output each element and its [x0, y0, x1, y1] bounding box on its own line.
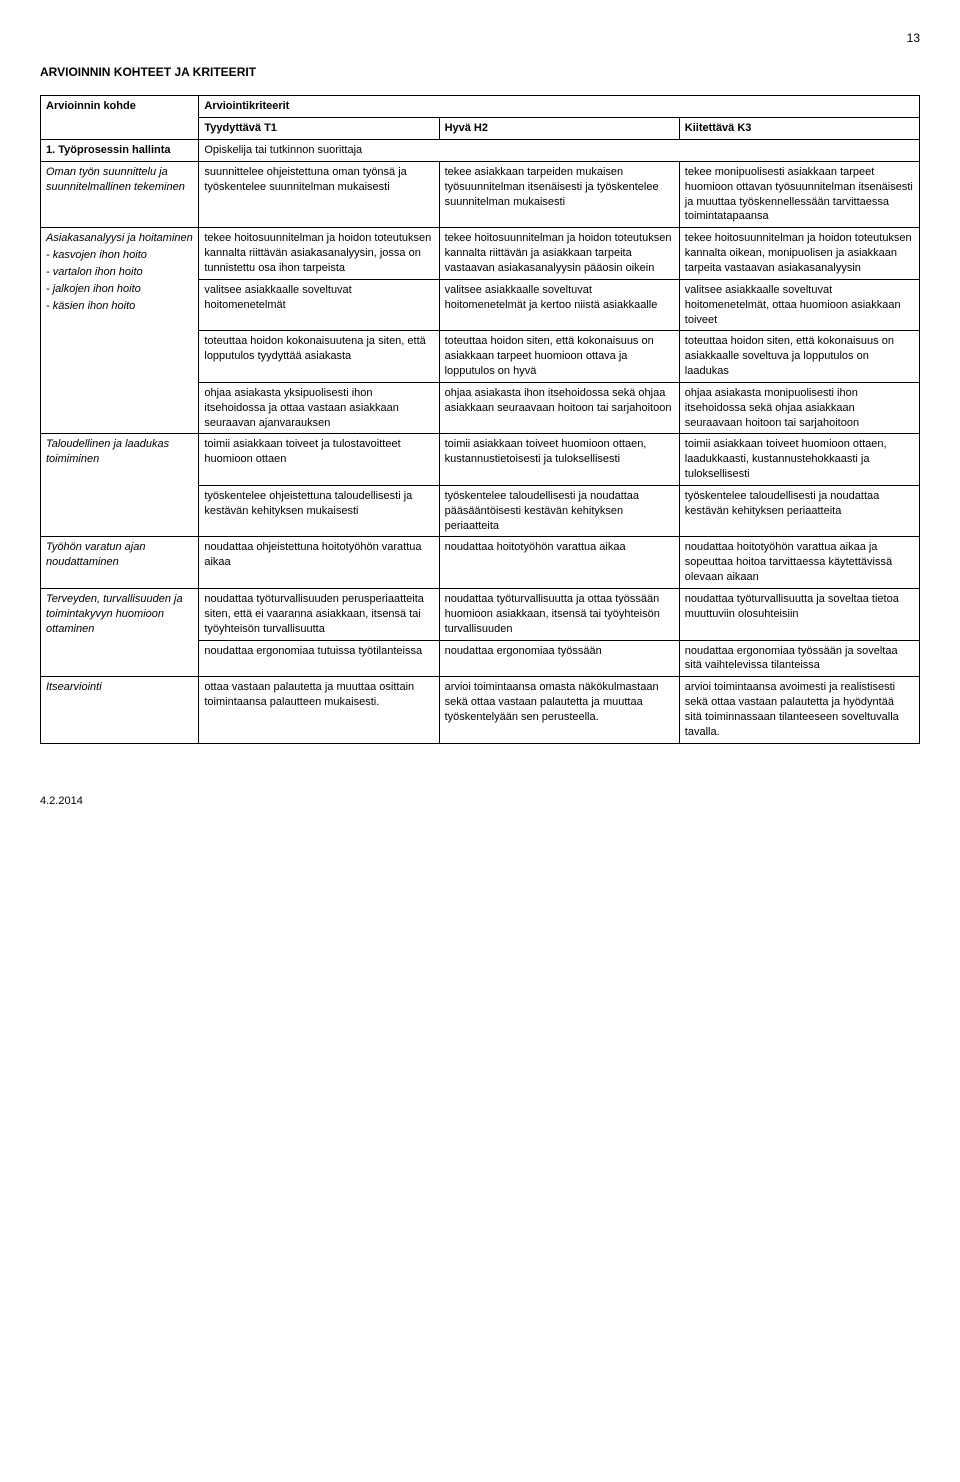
cell-h2: noudattaa ergonomiaa työssään: [439, 640, 679, 677]
cell-h2: tekee asiakkaan tarpeiden mukaisen työsu…: [439, 161, 679, 227]
cell-h2: työskentelee taloudellisesti ja noudatta…: [439, 485, 679, 537]
cell-k3: noudattaa hoitotyöhön varattua aikaa ja …: [679, 537, 919, 589]
row-span-text: Opiskelija tai tutkinnon suorittaja: [199, 140, 920, 162]
cell-k3: toimii asiakkaan toiveet huomioon ottaen…: [679, 434, 919, 486]
header-h2: Hyvä H2: [439, 118, 679, 140]
cell-t1: toimii asiakkaan toiveet ja tulostavoitt…: [199, 434, 439, 486]
cell-t1: suunnittelee ohjeistettuna oman työnsä j…: [199, 161, 439, 227]
cell-t1: työskentelee ohjeistettuna taloudellises…: [199, 485, 439, 537]
cell-h2: noudattaa työturvallisuutta ja ottaa työ…: [439, 589, 679, 641]
header-t1: Tyydyttävä T1: [199, 118, 439, 140]
header-arvioinnin-kohde: Arvioinnin kohde: [41, 96, 199, 140]
criteria-table: Arvioinnin kohdeArviointikriteeritTyydyt…: [40, 95, 920, 743]
cell-t1: noudattaa ohjeistettuna hoitotyöhön vara…: [199, 537, 439, 589]
footer-date: 4.2.2014: [40, 794, 920, 809]
cell-h2: ohjaa asiakasta ihon itsehoidossa sekä o…: [439, 382, 679, 434]
cell-k3: noudattaa ergonomiaa työssään ja sovelta…: [679, 640, 919, 677]
cell-t1: noudattaa työturvallisuuden perusperiaat…: [199, 589, 439, 641]
cell-k3: työskentelee taloudellisesti ja noudatta…: [679, 485, 919, 537]
cell-t1: noudattaa ergonomiaa tutuissa työtilante…: [199, 640, 439, 677]
cell-t1: tekee hoitosuunnitelman ja hoidon toteut…: [199, 228, 439, 280]
header-arviointikriteerit: Arviointikriteerit: [199, 96, 920, 118]
row-left: Terveyden, turvallisuuden ja toimintakyv…: [41, 589, 199, 677]
row-left: Oman työn suunnittelu ja suunnitelmallin…: [41, 161, 199, 227]
cell-t1: ottaa vastaan palautetta ja muuttaa osit…: [199, 677, 439, 743]
row-left-title: 1. Työprosessin hallinta: [41, 140, 199, 162]
header-k3: Kiitettävä K3: [679, 118, 919, 140]
cell-k3: tekee hoitosuunnitelman ja hoidon toteut…: [679, 228, 919, 280]
cell-k3: toteuttaa hoidon siten, että kokonaisuus…: [679, 331, 919, 383]
row-left: Asiakasanalyysi ja hoitaminen- kasvojen …: [41, 228, 199, 434]
cell-k3: ohjaa asiakasta monipuolisesti ihon itse…: [679, 382, 919, 434]
cell-h2: toteuttaa hoidon siten, että kokonaisuus…: [439, 331, 679, 383]
page-number: 13: [40, 30, 920, 46]
cell-k3: arvioi toimintaansa avoimesti ja realist…: [679, 677, 919, 743]
section-title: ARVIOINNIN KOHTEET JA KRITEERIT: [40, 64, 920, 80]
row-left: Taloudellinen ja laadukas toimiminen: [41, 434, 199, 537]
cell-h2: noudattaa hoitotyöhön varattua aikaa: [439, 537, 679, 589]
row-left: Itsearviointi: [41, 677, 199, 743]
cell-h2: valitsee asiakkaalle soveltuvat hoitomen…: [439, 279, 679, 331]
cell-t1: ohjaa asiakasta yksipuolisesti ihon itse…: [199, 382, 439, 434]
cell-h2: tekee hoitosuunnitelman ja hoidon toteut…: [439, 228, 679, 280]
cell-h2: toimii asiakkaan toiveet huomioon ottaen…: [439, 434, 679, 486]
row-left: Työhön varatun ajan noudattaminen: [41, 537, 199, 589]
cell-t1: valitsee asiakkaalle soveltuvat hoitomen…: [199, 279, 439, 331]
cell-t1: toteuttaa hoidon kokonaisuutena ja siten…: [199, 331, 439, 383]
cell-k3: tekee monipuolisesti asiakkaan tarpeet h…: [679, 161, 919, 227]
cell-k3: valitsee asiakkaalle soveltuvat hoitomen…: [679, 279, 919, 331]
cell-h2: arvioi toimintaansa omasta näkökulmastaa…: [439, 677, 679, 743]
cell-k3: noudattaa työturvallisuutta ja soveltaa …: [679, 589, 919, 641]
